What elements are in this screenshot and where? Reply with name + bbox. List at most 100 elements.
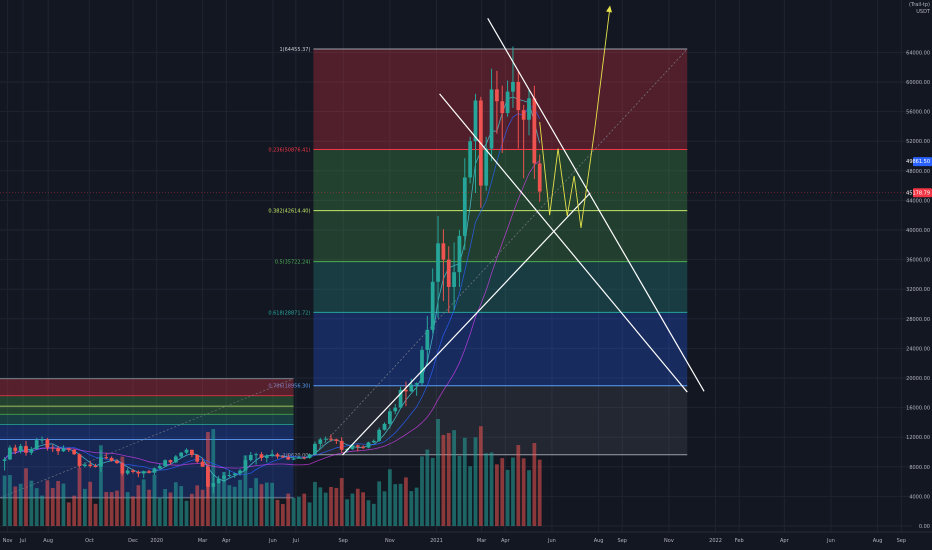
volume-bar <box>511 457 515 526</box>
volume-bar <box>200 489 205 526</box>
volume-bar <box>377 481 382 526</box>
price-axis-tick-label: 32000.00 <box>906 287 930 293</box>
candle-body <box>404 389 408 392</box>
volume-bar <box>420 456 424 526</box>
volume-bar <box>40 495 44 526</box>
volume-bar <box>120 456 125 526</box>
candle-body <box>350 445 355 450</box>
price-axis-tick-label: 28000.00 <box>906 317 930 323</box>
volume-bar <box>227 485 232 526</box>
time-axis-tick-label: 2022 <box>709 538 722 544</box>
candle-body <box>270 454 275 456</box>
volume-bar <box>313 481 317 526</box>
price-tag-badge <box>913 157 932 167</box>
volume-bar <box>45 480 50 526</box>
volume-bar <box>216 482 221 526</box>
price-axis-tick-label: 0.00 <box>919 524 930 530</box>
volume-bar <box>270 482 275 526</box>
price-axis-tick-label: 64000.00 <box>906 50 930 56</box>
candle-body <box>495 89 499 102</box>
candle-body <box>307 454 312 458</box>
volume-bar <box>157 497 162 526</box>
volume-bar <box>29 480 34 526</box>
volume-bar <box>404 477 408 526</box>
volume-bar <box>131 496 135 526</box>
volume-bar <box>302 493 307 526</box>
volume-bar <box>323 492 328 526</box>
candle-body <box>366 442 371 448</box>
candle-body <box>99 457 103 467</box>
fib-zone <box>313 49 688 150</box>
candle-body <box>104 457 109 459</box>
candle-body <box>334 439 339 441</box>
candle-body <box>462 177 467 236</box>
volume-bar <box>382 491 387 526</box>
candle-body <box>393 407 398 412</box>
volume-bar <box>13 486 18 526</box>
candle-body <box>420 349 424 384</box>
volume-bar <box>489 452 494 526</box>
fib-zone <box>313 261 688 313</box>
candle-body <box>152 468 157 473</box>
volume-bar <box>152 474 157 526</box>
candle-body <box>34 440 39 450</box>
volume-bar <box>345 499 349 526</box>
candle-body <box>168 460 173 463</box>
candle-body <box>430 281 435 330</box>
volume-bar <box>109 492 114 526</box>
volume-bar <box>334 487 339 526</box>
time-axis-tick-label: Jul <box>292 538 299 544</box>
volume-bar <box>8 475 12 526</box>
candle-body <box>280 456 285 458</box>
candle-body <box>473 100 478 142</box>
candle-body <box>206 466 210 487</box>
time-axis-tick-label: Dec <box>128 538 138 544</box>
time-axis-tick-label: Apr <box>501 538 511 544</box>
candle-body <box>355 445 360 447</box>
time-axis-tick-label: Sep <box>618 538 627 544</box>
volume-bar <box>484 453 489 526</box>
volume-bar <box>297 496 301 526</box>
volume-bar <box>168 492 173 526</box>
candle-body <box>77 454 82 467</box>
volume-bar <box>505 469 510 526</box>
candle-body <box>259 454 264 458</box>
candle-body <box>120 463 125 474</box>
candle-body <box>436 243 440 282</box>
candle-body <box>377 429 382 441</box>
volume-bar <box>163 489 167 526</box>
volume-bar <box>366 500 371 526</box>
time-axis-tick-label: Apr <box>780 538 790 544</box>
price-axis-tick-label: 20000.00 <box>906 376 930 382</box>
price-tag-badge <box>913 188 932 198</box>
volume-bar <box>532 443 537 526</box>
price-axis-tick-label: 36000.00 <box>906 258 930 264</box>
volume-bar <box>195 485 200 526</box>
price-axis-tick-label: 4000.00 <box>909 494 930 500</box>
volume-bar <box>468 466 473 526</box>
candle-body <box>361 446 365 448</box>
volume-bar <box>184 500 189 526</box>
volume-bar <box>280 504 285 526</box>
volume-bar <box>516 445 521 526</box>
price-axis-tick-label: 56000.00 <box>906 110 930 116</box>
fib-zone <box>313 312 688 386</box>
time-axis-tick-label: 2021 <box>430 538 443 544</box>
price-axis-tick-label: 16000.00 <box>906 406 930 412</box>
candle-body <box>82 464 87 467</box>
fib-small-zone <box>0 395 294 407</box>
time-axis-tick-label: 2020 <box>150 538 163 544</box>
support-trend-line <box>342 192 591 456</box>
candle-body <box>195 454 200 462</box>
volume-bar <box>339 478 344 526</box>
resistance-trend-line-lower <box>439 93 688 393</box>
volume-bar <box>147 489 151 526</box>
candle-body <box>66 448 71 450</box>
volume-bar <box>430 457 435 526</box>
time-axis-tick-label: Feb <box>735 538 744 544</box>
volume-bar <box>446 433 451 526</box>
candle-body <box>131 470 135 472</box>
volume-bar <box>254 478 258 526</box>
volume-bar <box>286 493 291 526</box>
